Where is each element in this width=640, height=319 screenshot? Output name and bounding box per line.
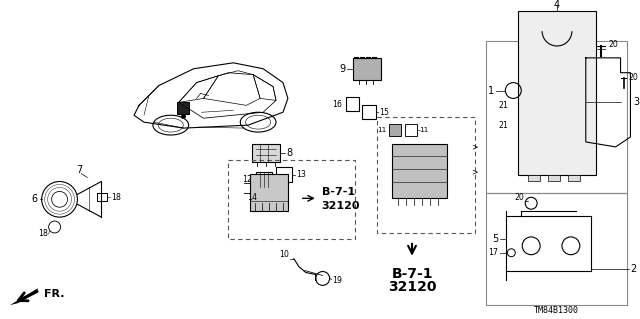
Text: 32120: 32120	[322, 201, 360, 211]
Text: 7: 7	[76, 165, 83, 174]
Text: >: >	[472, 167, 478, 176]
Bar	[252, 144, 280, 162]
Text: 20: 20	[628, 73, 638, 82]
Text: 32120: 32120	[388, 280, 436, 294]
Text: B-7-1: B-7-1	[391, 267, 433, 281]
Bar	[548, 174, 560, 181]
Text: 3: 3	[634, 97, 639, 108]
Bar	[392, 144, 447, 198]
Text: 17: 17	[488, 248, 499, 257]
Text: 21: 21	[499, 101, 508, 110]
Text: 20: 20	[515, 193, 524, 202]
Bar	[528, 174, 540, 181]
Text: 1: 1	[488, 85, 495, 95]
Bar	[256, 172, 272, 188]
Bar	[276, 167, 292, 182]
Bar	[346, 97, 360, 111]
Text: 11: 11	[419, 127, 428, 133]
Bar	[362, 105, 376, 119]
Bar	[97, 193, 108, 201]
Text: 6: 6	[31, 194, 38, 204]
Text: 14: 14	[247, 193, 257, 202]
Text: 2: 2	[630, 263, 637, 274]
Text: 11: 11	[377, 127, 386, 133]
Bar	[261, 189, 277, 205]
Text: 15: 15	[380, 108, 389, 117]
Text: 19: 19	[333, 276, 342, 285]
Text: 4: 4	[554, 0, 560, 11]
Bar	[250, 174, 288, 211]
Bar	[405, 124, 417, 136]
Text: >: >	[472, 142, 478, 152]
Text: 18: 18	[38, 229, 47, 238]
Text: 21: 21	[499, 121, 508, 130]
Text: 20: 20	[609, 40, 618, 48]
Text: TM84B1300: TM84B1300	[534, 306, 579, 315]
Text: 10: 10	[279, 250, 289, 259]
Text: 9: 9	[339, 64, 346, 74]
Bar	[378, 117, 475, 233]
Text: 16: 16	[332, 100, 342, 109]
Text: 5: 5	[492, 234, 499, 244]
Text: 8: 8	[286, 148, 292, 158]
Text: B-7-1: B-7-1	[322, 187, 355, 197]
Text: 12: 12	[243, 175, 252, 184]
Bar	[486, 41, 627, 193]
Bar	[177, 102, 189, 114]
Bar	[486, 193, 627, 305]
Bar	[228, 160, 355, 239]
Text: 13: 13	[296, 170, 306, 179]
Bar	[568, 174, 580, 181]
Bar	[518, 11, 596, 174]
Text: FR.: FR.	[44, 289, 64, 299]
Bar	[389, 124, 401, 136]
Bar	[353, 58, 381, 80]
Polygon shape	[10, 288, 38, 305]
Text: 18: 18	[111, 193, 121, 202]
